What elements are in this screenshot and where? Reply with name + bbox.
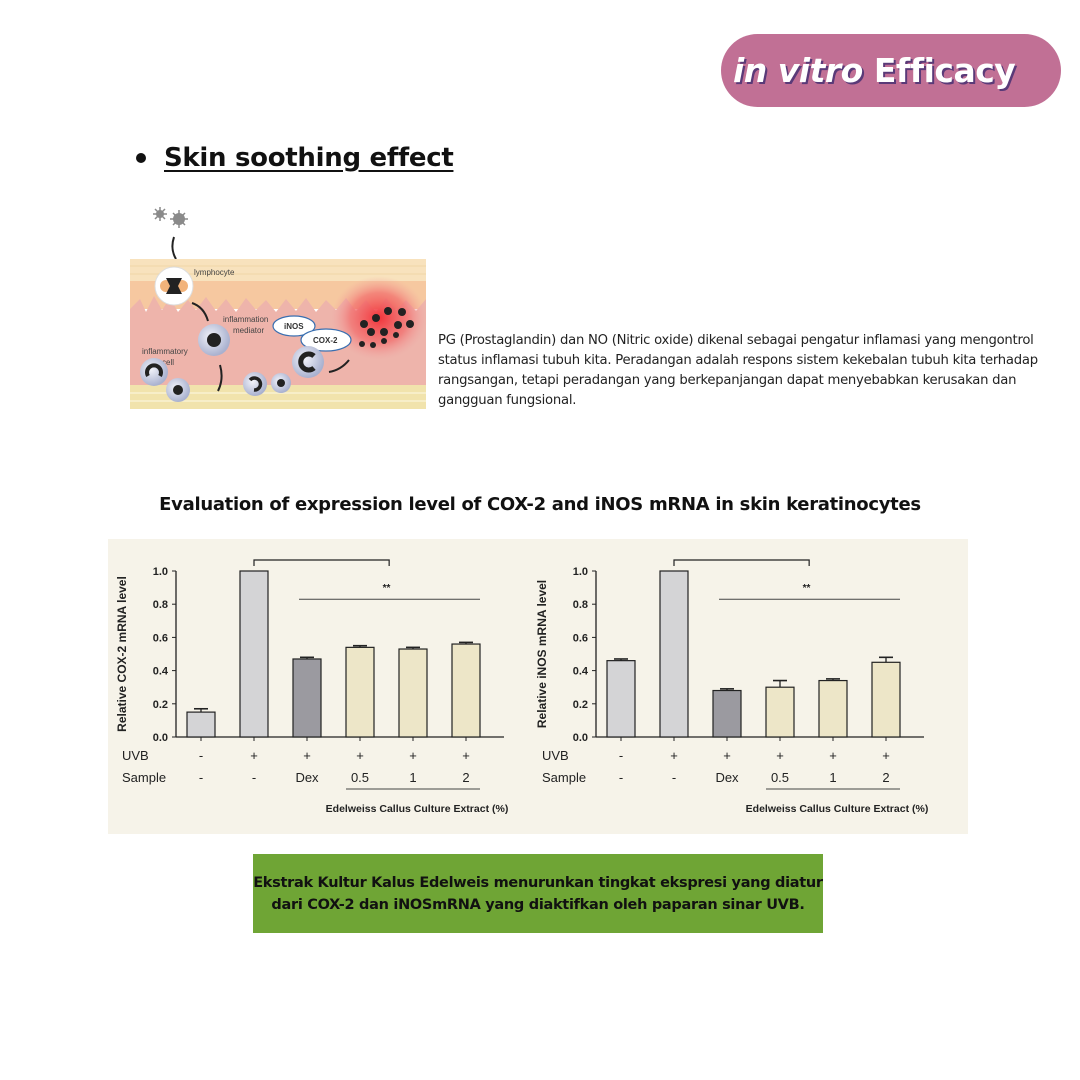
bar — [818, 679, 848, 738]
y-tick-label: 0.8 — [573, 599, 588, 611]
row-label-sample: Sample — [542, 770, 586, 785]
bar — [345, 646, 375, 738]
title-italic: in vitro — [733, 51, 863, 90]
lymphocyte-cell-icon — [154, 266, 194, 306]
title-badge: in vitro Efficacy — [721, 34, 1061, 107]
sample-label: 2 — [882, 770, 889, 785]
y-tick-label: 0.4 — [573, 666, 589, 678]
bar — [606, 660, 636, 738]
label-mediator: mediator — [233, 326, 264, 335]
y-tick-label: 0.2 — [573, 699, 588, 711]
y-tick-label: 0.8 — [153, 599, 168, 611]
uvb-label: + — [829, 748, 837, 763]
label-cell: cell — [162, 358, 174, 367]
description-text: PG (Prostaglandin) dan NO (Nitric oxide)… — [438, 333, 1038, 408]
uvb-label: - — [619, 748, 623, 763]
sample-label: 0.5 — [771, 770, 789, 785]
title-badge-text: in vitro Efficacy — [733, 51, 1016, 90]
callout-line-1: Ekstrak Kultur Kalus Edelweis menurunkan… — [253, 874, 823, 891]
bar — [659, 570, 689, 738]
uvb-label: + — [250, 748, 258, 763]
bar — [871, 661, 901, 738]
bar — [451, 643, 481, 738]
uvb-label: + — [882, 748, 890, 763]
sample-label: - — [672, 770, 676, 785]
label-inflammatory: inflammatory — [142, 347, 188, 356]
cox2-bar-chart: 0.0 0.2 0.4 0.6 0.8 1.0 Relative COX-2 mRNA le… — [115, 559, 509, 815]
conclusion-callout: Ekstrak Kultur Kalus Edelweis menurunkan… — [253, 854, 823, 933]
sample-label: - — [252, 770, 256, 785]
uvb-label: + — [303, 748, 311, 763]
label-cox2: COX-2 — [313, 336, 338, 345]
inflammation-illustration: lymphocyte inflammation mediator inflamm… — [130, 207, 427, 409]
uvb-label: + — [462, 748, 470, 763]
y-tick-label: 0.6 — [573, 632, 588, 644]
title-rest: Efficacy — [862, 51, 1016, 90]
uvb-label: + — [409, 748, 417, 763]
significance-marker: ** — [383, 583, 391, 594]
y-tick-label: 0.6 — [153, 632, 168, 644]
sample-label: Dex — [715, 770, 739, 785]
y-tick-label: 0.0 — [153, 732, 168, 744]
sample-label: - — [619, 770, 623, 785]
sample-label: 2 — [462, 770, 469, 785]
y-tick-label: 1.0 — [573, 566, 588, 578]
virus-icon — [153, 207, 188, 228]
label-lymphocyte: lymphocyte — [194, 268, 235, 277]
section-heading: Skin soothing effect — [136, 143, 454, 173]
bar — [186, 711, 216, 738]
y-tick-label: 0.4 — [153, 666, 169, 678]
bar — [398, 648, 428, 738]
uvb-label: + — [356, 748, 364, 763]
bar — [765, 686, 795, 738]
y-tick-label: 1.0 — [153, 566, 168, 578]
sample-label: 0.5 — [351, 770, 369, 785]
callout-text: Ekstrak Kultur Kalus Edelweis menurunkan… — [253, 872, 823, 916]
y-tick-label: 0.0 — [573, 732, 588, 744]
significance-marker: ** — [803, 583, 811, 594]
sample-label: - — [199, 770, 203, 785]
y-axis-label: Relative iNOS mRNA level — [535, 580, 549, 728]
uvb-label: + — [670, 748, 678, 763]
uvb-label: + — [723, 748, 731, 763]
x-axis-label: Edelweiss Callus Culture Extract (%) — [746, 803, 929, 815]
row-label-uvb: UVB — [542, 748, 569, 763]
uvb-label: - — [199, 748, 203, 763]
x-axis-label: Edelweiss Callus Culture Extract (%) — [326, 803, 509, 815]
sample-label: 1 — [829, 770, 836, 785]
inos-bar-chart: 0.0 0.2 0.4 0.6 0.8 1.0 Relative iNOS mRNA lev… — [535, 559, 929, 815]
y-tick-label: 0.2 — [153, 699, 168, 711]
chart-panel: 0.0 0.2 0.4 0.6 0.8 1.0 Relative COX-2 mRNA le… — [108, 539, 968, 834]
bullet-icon — [136, 153, 146, 163]
row-label-sample: Sample — [122, 770, 166, 785]
callout-line-2: dari COX-2 dan iNOSmRNA yang diaktifkan … — [271, 896, 805, 913]
chart-section-title: Evaluation of expression level of COX-2 … — [159, 494, 921, 515]
sample-label: 1 — [409, 770, 416, 785]
sample-label: Dex — [295, 770, 319, 785]
bar — [712, 689, 742, 738]
uvb-label: + — [776, 748, 784, 763]
section-heading-text: Skin soothing effect — [164, 143, 454, 173]
label-inos: iNOS — [284, 322, 304, 331]
y-axis-label: Relative COX-2 mRNA level — [115, 576, 129, 732]
bar — [239, 570, 269, 738]
bar — [292, 658, 322, 738]
label-inflammation: inflammation — [223, 315, 268, 324]
row-label-uvb: UVB — [122, 748, 149, 763]
